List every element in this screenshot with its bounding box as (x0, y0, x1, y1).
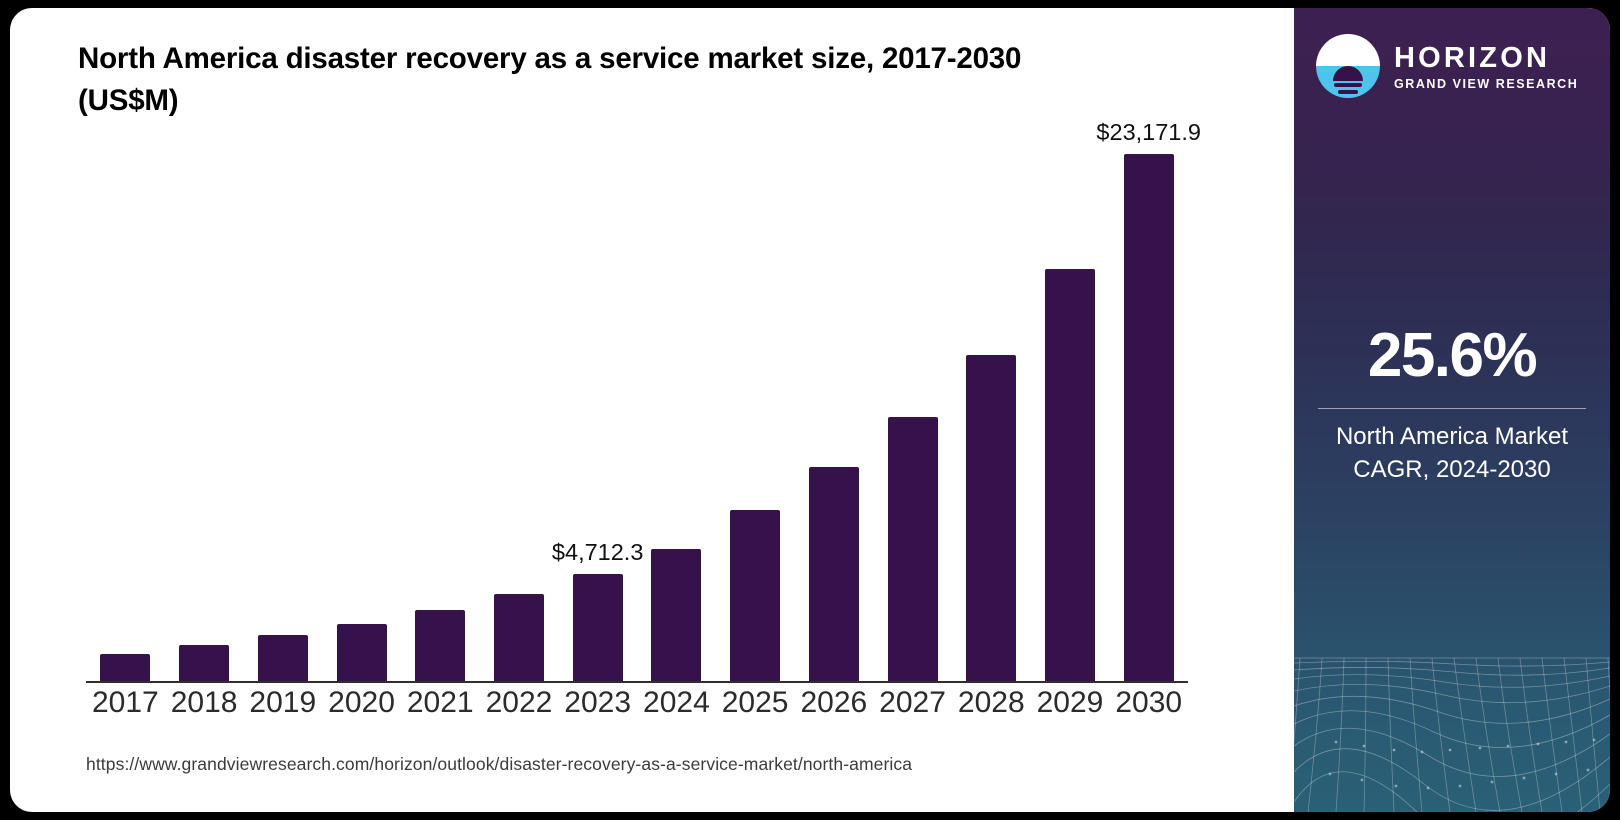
cagr-caption-line-2: CAGR, 2024-2030 (1353, 456, 1551, 484)
bar-slot (322, 128, 401, 681)
bar[interactable] (257, 635, 308, 681)
x-tick-label: 2030 (1115, 686, 1183, 719)
logo-name: HORIZON (1394, 41, 1551, 74)
page-title: North America disaster recovery as a ser… (78, 42, 1022, 117)
logo-wordmark: HORIZON GRAND VIEW RESEARCH (1394, 41, 1578, 91)
bar-slot (401, 128, 480, 681)
bar[interactable] (336, 624, 387, 681)
bar-slot (873, 128, 952, 681)
x-tick-label: 2028 (957, 686, 1025, 719)
horizon-mark-icon (1316, 34, 1380, 98)
bar-series: $4,712.3 $23,171.9 (86, 119, 1201, 681)
x-tick-label: 2025 (721, 686, 789, 719)
bar[interactable] (808, 466, 859, 681)
bar-slot (952, 128, 1031, 681)
bar-slot (1031, 128, 1110, 681)
x-tick-label: 2017 (91, 686, 159, 719)
logo-subtitle: GRAND VIEW RESEARCH (1394, 77, 1579, 92)
cagr-divider (1318, 408, 1586, 409)
infographic-card: North America disaster recovery as a ser… (10, 8, 1610, 812)
bar-slot (637, 128, 716, 681)
brand-panel: HORIZON GRAND VIEW RESEARCH 25.6% North … (1294, 8, 1610, 812)
bar[interactable] (1044, 268, 1095, 681)
x-tick-label: 2023 (564, 686, 632, 719)
bar-slot (794, 128, 873, 681)
x-tick-label: 2020 (328, 686, 395, 719)
x-tick-label: 2021 (406, 686, 474, 719)
logo-dome-shape (1333, 66, 1363, 81)
bar-slot (243, 128, 322, 681)
bar[interactable] (651, 548, 702, 681)
bar-slot (86, 128, 165, 681)
x-tick-label: 2024 (643, 686, 710, 719)
bar[interactable] (100, 654, 151, 681)
bar-slot (165, 128, 244, 681)
bar[interactable] (730, 510, 781, 681)
bar[interactable] (415, 610, 466, 681)
bar-value-label: $4,712.3 (551, 538, 644, 565)
logo-bar-lower (1338, 90, 1358, 94)
wireframe-mesh-graphic (1294, 657, 1610, 812)
x-tick-label: 2018 (170, 686, 238, 719)
cagr-value: 25.6% (1367, 321, 1538, 390)
source-url[interactable]: https://www.grandviewresearch.com/horizo… (86, 754, 913, 774)
chart-pane: North America disaster recovery as a ser… (10, 8, 1260, 812)
bar[interactable] (1123, 154, 1174, 681)
bar-slot: $23,171.9 (1096, 119, 1201, 681)
bar-slot: $4,712.3 (552, 128, 643, 681)
bar[interactable] (572, 573, 623, 681)
bar-slot (716, 128, 795, 681)
bar[interactable] (887, 417, 938, 681)
x-axis-line (86, 681, 1188, 683)
bar[interactable] (493, 594, 544, 681)
bar[interactable] (966, 354, 1017, 681)
x-axis-tick-labels: 2017 2018 2019 2020 2021 2022 2023 2024 2025 2026… (86, 686, 1188, 720)
cagr-caption-line-1: North America Market (1335, 423, 1569, 450)
bar-chart-plot: $4,712.3 $23,171.9 (78, 119, 1201, 683)
bar[interactable] (179, 645, 230, 681)
horizon-logo[interactable]: HORIZON GRAND VIEW RESEARCH (1316, 34, 1578, 98)
x-tick-label: 2026 (800, 686, 868, 719)
x-tick-label: 2019 (249, 686, 317, 719)
bar-slot (480, 128, 559, 681)
x-tick-label: 2022 (485, 686, 553, 719)
x-tick-label: 2027 (879, 686, 946, 719)
x-tick-label: 2029 (1036, 686, 1104, 719)
bar-value-label: $23,171.9 (1096, 119, 1201, 145)
logo-bar-upper (1334, 83, 1362, 87)
cagr-caption: North America Market CAGR, 2024-2030 (1294, 420, 1610, 486)
